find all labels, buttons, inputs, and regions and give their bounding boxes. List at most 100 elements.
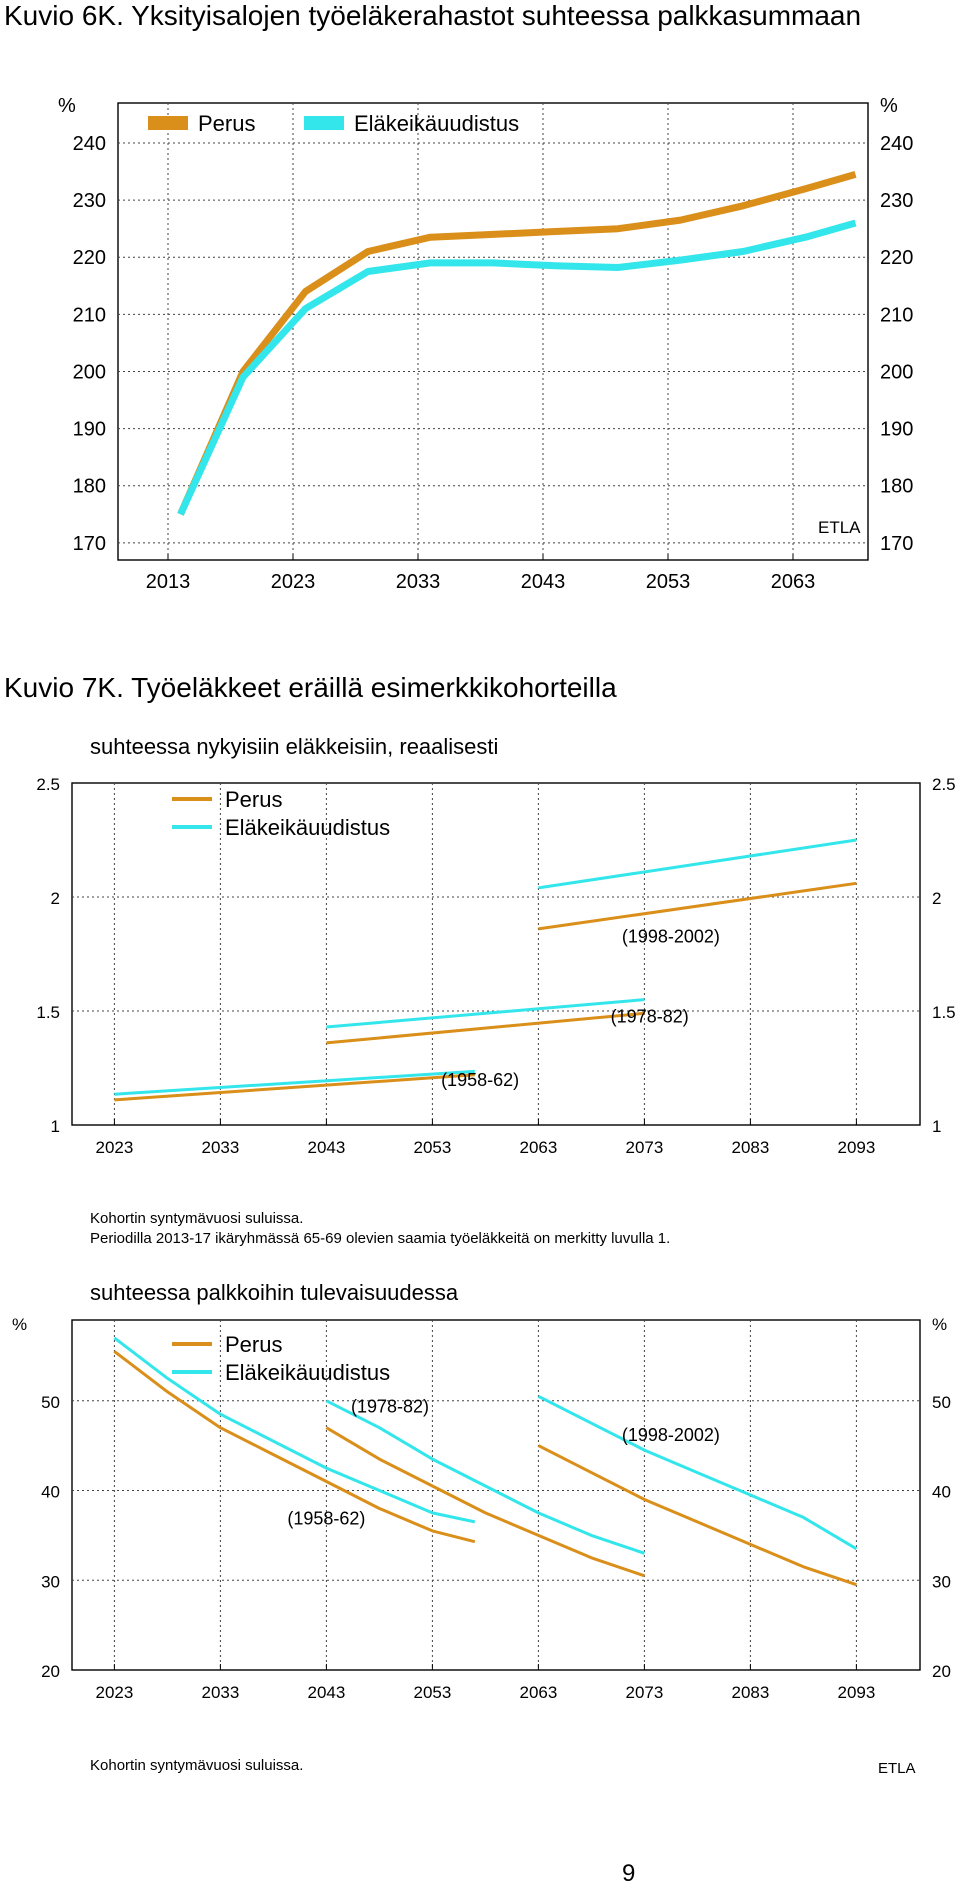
cohort-label: (1958-62) [287,1509,365,1529]
plot-frame [117,102,869,561]
fig7b-source: ETLA [878,1760,916,1777]
y-axis-unit-left: % [58,95,76,117]
y-tick-label-right: 2.5 [932,775,956,794]
x-tick-label: 2053 [413,1683,451,1702]
y-tick-label-left: 30 [41,1572,60,1591]
x-tick-label: 2063 [519,1683,557,1702]
series-line-perus [114,1073,475,1102]
source-label: ETLA [818,518,861,537]
x-tick-label: 2093 [837,1683,875,1702]
series-line-reform [538,838,857,890]
y-tick-label-left: 240 [73,133,106,155]
series-line-reform [537,1394,858,1551]
fig7b-note-1: Kohortin syntymävuosi suluissa. [90,1757,304,1774]
cohort-label: (1998-2002) [622,1425,720,1445]
legend-label-perus: Perus [225,1332,282,1357]
legend-label-perus: Perus [225,787,282,812]
y-tick-label-left: 40 [41,1483,60,1502]
y-tick-label-right: 220 [880,247,913,269]
x-tick-label: 2023 [95,1683,133,1702]
y-tick-label-left: 200 [73,361,106,383]
x-tick-label: 2063 [771,571,816,593]
x-tick-label: 2093 [837,1138,875,1157]
y-tick-label-left: 220 [73,247,106,269]
y-tick-label-right: 1 [932,1117,941,1136]
fig7a-note-1: Kohortin syntymävuosi suluissa. [90,1210,304,1227]
y-tick-label-right: 200 [880,361,913,383]
cohort-label: (1978-82) [611,1006,689,1026]
series-line-perus [537,1444,857,1587]
fig7b-subtitle: suhteessa palkkoihin tulevaisuudessa [90,1280,459,1305]
x-tick-label: 2053 [413,1138,451,1157]
legend-label-reform: Eläkeikäuudistus [225,815,390,840]
y-tick-label-right: 210 [880,304,913,326]
y-tick-label-left: 20 [41,1662,60,1681]
fig7-title: Kuvio 7K. Työeläkkeet eräillä esimerkkik… [4,672,617,703]
series-line-perus [325,1426,645,1578]
series-line-reform [325,1399,645,1555]
x-tick-label: 2033 [396,571,441,593]
fig7a-subtitle: suhteessa nykyisiin eläkkeisiin, reaalis… [90,734,499,759]
series-line-reform [326,998,645,1029]
x-tick-label: 2043 [521,571,566,593]
series-line-reform [114,1069,475,1096]
cohort-label: (1978-82) [351,1396,429,1416]
y-axis-unit-right: % [880,95,898,117]
y-tick-label-right: 50 [932,1393,951,1412]
x-tick-label: 2083 [731,1683,769,1702]
x-tick-label: 2013 [146,571,191,593]
series-line-perus [538,881,857,931]
legend-label-reform: Eläkeikäuudistus [225,1360,390,1385]
x-tick-label: 2073 [625,1683,663,1702]
y-tick-label-right: 230 [880,190,913,212]
cohort-label: (1998-2002) [622,927,720,947]
series-line-perus [177,171,857,516]
y-tick-label-left: 50 [41,1393,60,1412]
fig7a-note-2: Periodilla 2013-17 ikäryhmässä 65-69 ole… [90,1230,671,1247]
y-tick-label-left: 2.5 [36,775,60,794]
legend-label-perus: Perus [198,111,255,136]
plot-frame [71,1319,921,1671]
y-tick-label-right: 170 [880,533,913,555]
y-axis-unit-left: % [12,1315,27,1334]
fig6-chart: 2013 2023 2033 2043 2053 2063 170 170 180 180 190 1… [58,95,913,593]
x-tick-label: 2043 [307,1683,345,1702]
fig6-title: Kuvio 6K. Yksityisalojen työeläkerahasto… [4,0,862,31]
y-tick-label-right: 40 [932,1483,951,1502]
x-tick-label: 2033 [201,1683,239,1702]
x-tick-label: 2083 [731,1138,769,1157]
x-tick-label: 2033 [201,1138,239,1157]
fig7a-chart: 2023 2033 2043 2053 2063 2073 2083 2093 1 1 1.5 1.5… [36,775,956,1157]
y-tick-label-left: 230 [73,190,106,212]
x-tick-label: 2063 [519,1138,557,1157]
x-tick-label: 2043 [307,1138,345,1157]
x-tick-label: 2023 [95,1138,133,1157]
series-line-reform [113,1336,476,1524]
legend-label-reform: Eläkeikäuudistus [354,111,519,136]
series-line-reform [177,219,857,516]
y-tick-label-left: 1.5 [36,1003,60,1022]
series-line-perus [113,1350,476,1544]
y-tick-label-left: 190 [73,419,106,441]
y-tick-label-left: 2 [51,889,60,908]
y-tick-label-right: 1.5 [932,1003,956,1022]
cohort-label: (1958-62) [441,1070,519,1090]
x-tick-label: 2053 [646,571,691,593]
y-tick-label-left: 170 [73,533,106,555]
plot-frame [71,782,921,1126]
y-tick-label-right: 2 [932,889,941,908]
y-tick-label-left: 180 [73,476,106,498]
y-tick-label-left: 1 [51,1117,60,1136]
page-number: 9 [622,1860,636,1887]
y-tick-label-right: 240 [880,133,913,155]
y-axis-unit-right: % [932,1315,947,1334]
y-tick-label-right: 190 [880,419,913,441]
y-tick-label-right: 180 [880,476,913,498]
x-tick-label: 2073 [625,1138,663,1157]
y-tick-label-left: 210 [73,304,106,326]
y-tick-label-right: 20 [932,1662,951,1681]
x-tick-label: 2023 [271,571,316,593]
fig7b-chart: 2023 2033 2043 2053 2063 2073 2083 2093 20 20 30 30… [12,1315,951,1702]
y-tick-label-right: 30 [932,1572,951,1591]
series-line-perus [326,1011,645,1045]
